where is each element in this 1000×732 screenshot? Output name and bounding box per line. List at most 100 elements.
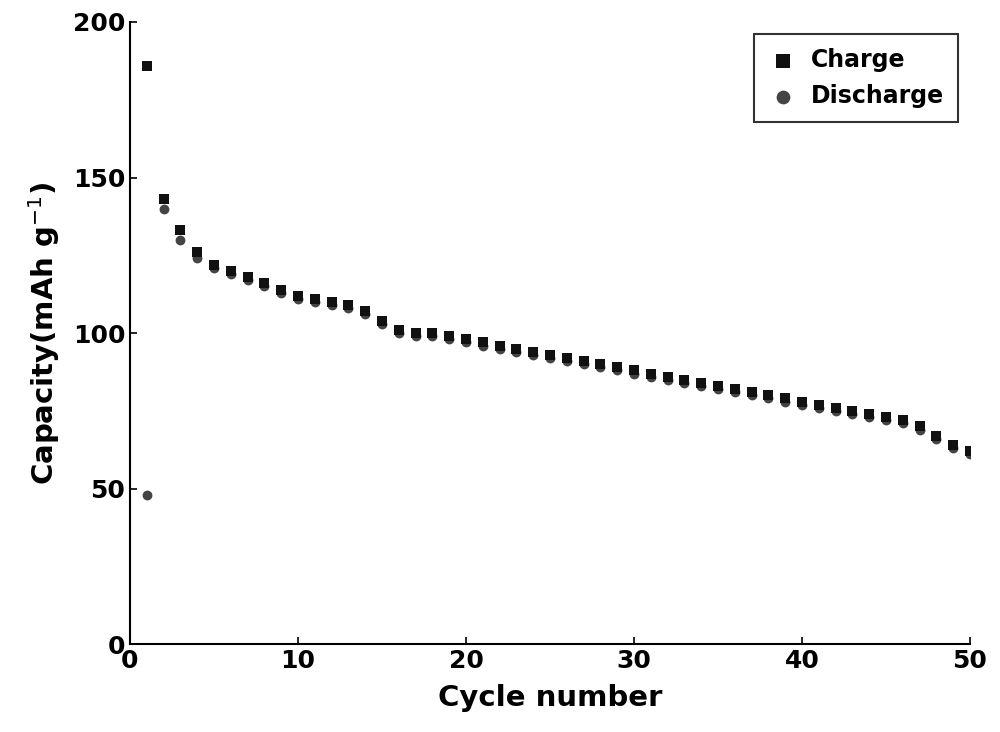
Charge [391, 324, 407, 336]
Charge [290, 290, 306, 302]
Discharge [307, 296, 323, 308]
Discharge [794, 399, 810, 411]
Charge [844, 405, 860, 417]
Charge [811, 399, 827, 411]
Charge [794, 395, 810, 407]
X-axis label: Cycle number: Cycle number [438, 684, 662, 712]
Charge [458, 334, 474, 346]
Charge [475, 337, 491, 348]
Discharge [408, 330, 424, 342]
Charge [357, 305, 373, 317]
Discharge [458, 337, 474, 348]
Discharge [441, 334, 457, 346]
Charge [828, 402, 844, 414]
Charge [609, 362, 625, 373]
Discharge [475, 340, 491, 351]
Charge [240, 272, 256, 283]
Charge [223, 265, 239, 277]
Charge [492, 340, 508, 351]
Legend: Charge, Discharge: Charge, Discharge [754, 34, 958, 122]
Charge [156, 193, 172, 205]
Charge [324, 296, 340, 308]
Discharge [643, 371, 659, 383]
Discharge [744, 389, 760, 401]
Charge [139, 60, 155, 72]
Charge [912, 420, 928, 432]
Charge [945, 439, 961, 451]
Discharge [861, 411, 877, 423]
Charge [643, 367, 659, 379]
Charge [660, 371, 676, 383]
Discharge [811, 402, 827, 414]
Charge [340, 299, 356, 311]
Charge [424, 327, 440, 339]
Discharge [542, 352, 558, 364]
Charge [592, 359, 608, 370]
Charge [525, 346, 541, 358]
Charge [189, 246, 205, 258]
Charge [408, 327, 424, 339]
Charge [878, 411, 894, 423]
Discharge [760, 392, 776, 404]
Discharge [945, 442, 961, 454]
Charge [626, 365, 642, 376]
Discharge [609, 365, 625, 376]
Charge [576, 355, 592, 367]
Discharge [290, 293, 306, 305]
Discharge [828, 405, 844, 417]
Discharge [626, 367, 642, 379]
Charge [273, 283, 289, 295]
Charge [508, 343, 524, 354]
Discharge [727, 386, 743, 398]
Discharge [878, 414, 894, 426]
Charge [559, 352, 575, 364]
Charge [256, 277, 272, 289]
Discharge [324, 299, 340, 311]
Discharge [424, 330, 440, 342]
Discharge [710, 384, 726, 395]
Charge [307, 293, 323, 305]
Charge [374, 315, 390, 326]
Charge [693, 377, 709, 389]
Charge [861, 408, 877, 420]
Discharge [676, 377, 692, 389]
Charge [777, 392, 793, 404]
Discharge [492, 343, 508, 354]
Y-axis label: Capacity(mAh g$^{-1}$): Capacity(mAh g$^{-1}$) [26, 182, 62, 485]
Charge [206, 259, 222, 271]
Discharge [223, 268, 239, 280]
Discharge [240, 274, 256, 286]
Discharge [206, 262, 222, 274]
Charge [962, 445, 978, 457]
Discharge [156, 203, 172, 214]
Discharge [928, 433, 944, 444]
Discharge [508, 346, 524, 358]
Discharge [139, 489, 155, 501]
Discharge [592, 362, 608, 373]
Charge [760, 389, 776, 401]
Discharge [172, 234, 188, 246]
Charge [928, 430, 944, 441]
Charge [727, 384, 743, 395]
Discharge [576, 359, 592, 370]
Discharge [189, 253, 205, 264]
Discharge [660, 374, 676, 386]
Discharge [357, 309, 373, 321]
Discharge [559, 355, 575, 367]
Charge [710, 380, 726, 392]
Discharge [962, 449, 978, 460]
Discharge [340, 302, 356, 314]
Discharge [273, 287, 289, 299]
Discharge [391, 327, 407, 339]
Discharge [844, 408, 860, 420]
Discharge [777, 395, 793, 407]
Discharge [525, 349, 541, 361]
Charge [172, 225, 188, 236]
Charge [542, 349, 558, 361]
Discharge [374, 318, 390, 329]
Charge [895, 414, 911, 426]
Discharge [693, 380, 709, 392]
Charge [744, 386, 760, 398]
Charge [676, 374, 692, 386]
Charge [441, 330, 457, 342]
